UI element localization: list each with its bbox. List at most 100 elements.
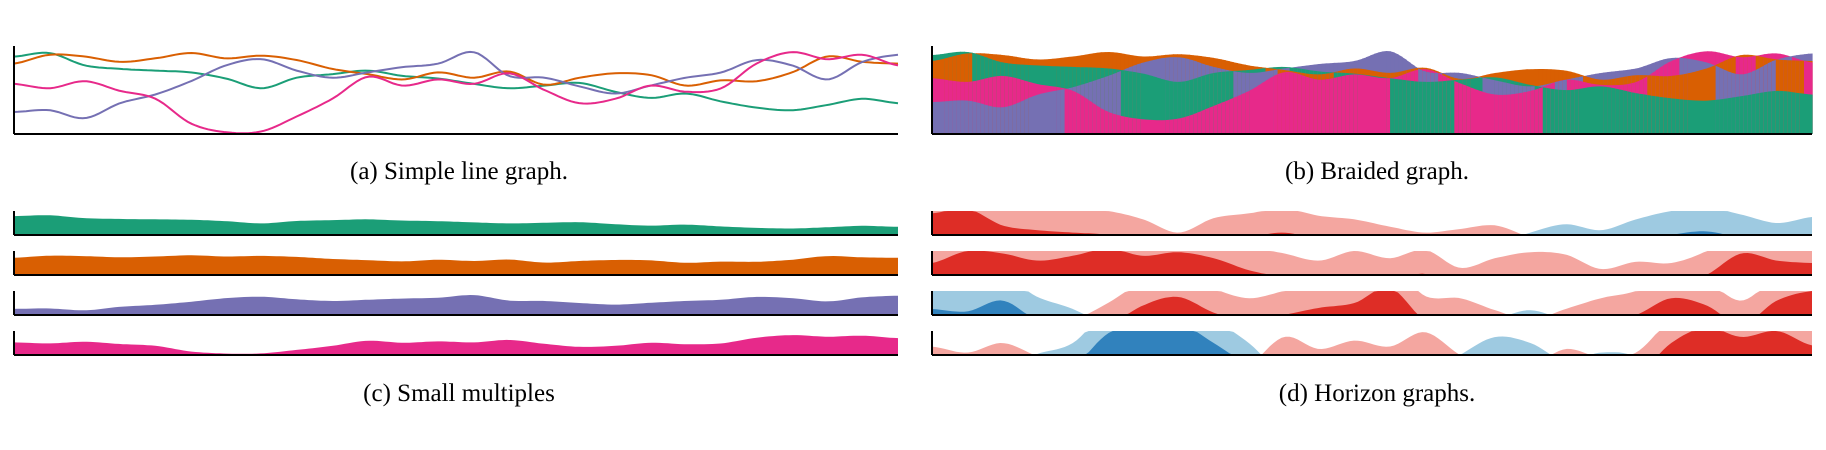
braid-segment-teal — [1647, 95, 1652, 134]
caption-b: (b) Braided graph. — [1285, 158, 1469, 185]
braid-segment-teal — [1763, 91, 1769, 134]
braid-segment-pink — [1209, 106, 1214, 134]
braid-segment-teal — [1771, 90, 1777, 134]
braid-segment-teal — [1583, 87, 1588, 134]
braid-segment-teal — [1554, 89, 1560, 134]
braid-segment-pink — [1474, 89, 1480, 134]
braid-segment-purple — [1024, 98, 1029, 134]
series-line-pink — [13, 51, 899, 135]
braid-segment-pink — [1217, 102, 1222, 134]
braid-segment-purple — [1016, 101, 1021, 134]
braid-segment-teal — [1795, 92, 1801, 134]
braid-segment-pink — [1233, 96, 1238, 134]
braid-segment-teal — [1779, 90, 1785, 134]
braid-segment-purple — [992, 106, 997, 134]
braid-segment-pink — [1522, 91, 1528, 134]
braid-segment-pink — [1382, 78, 1387, 134]
braid-segment-pink — [1229, 97, 1234, 134]
multiple-area-pink — [14, 335, 898, 355]
braid-segment-pink — [1165, 119, 1170, 134]
multiple-area-purple — [14, 295, 898, 315]
braid-segment-pink — [1478, 90, 1484, 134]
braid-segment-teal — [1157, 77, 1162, 134]
braid-segment-teal — [1546, 88, 1552, 134]
braid-segment-teal — [1635, 93, 1640, 134]
braid-segment-teal — [1783, 91, 1789, 134]
braid-segment-teal — [1679, 99, 1684, 134]
braid-segment-teal — [1619, 89, 1624, 134]
braid-segment-teal — [1542, 87, 1548, 134]
braid-segment-teal — [1591, 86, 1596, 134]
braid-segment-pink — [1458, 82, 1463, 134]
braid-segment-pink — [1486, 93, 1492, 134]
braid-segment-teal — [1643, 94, 1648, 134]
braid-segment-pink — [1357, 74, 1363, 134]
braid-segment-teal — [1422, 81, 1427, 134]
braid-segment-pink — [1273, 74, 1279, 134]
braid-segment-pink — [1321, 79, 1327, 134]
braid-segment-teal — [1153, 76, 1158, 134]
braid-segment-teal — [1562, 90, 1568, 134]
braid-segment-pink — [1386, 78, 1391, 134]
braid-segment-teal — [1743, 95, 1749, 134]
braid-segment-pink — [1245, 90, 1250, 134]
braid-segment-teal — [1402, 79, 1407, 134]
braid-segment-pink — [1462, 84, 1467, 134]
braid-segment-pink — [1120, 115, 1126, 134]
braid-segment-purple — [1012, 103, 1017, 134]
braid-segment-pink — [1337, 76, 1343, 134]
braid-segment-pink — [1132, 118, 1138, 134]
braid-segment-pink — [1169, 119, 1174, 134]
braid-segment-purple — [1020, 99, 1025, 134]
braid-segment-teal — [1707, 100, 1713, 134]
braid-segment-teal — [1566, 90, 1572, 134]
braid-segment-teal — [1558, 89, 1564, 134]
multiple-area-teal — [14, 215, 898, 235]
braid-segment-pink — [1293, 72, 1299, 134]
braid-segment-teal — [1140, 73, 1146, 134]
braid-segment-teal — [1719, 98, 1725, 134]
braid-segment-pink — [1173, 118, 1178, 134]
braid-segment-purple — [1040, 92, 1046, 134]
braid-segment-pink — [1502, 94, 1508, 134]
braid-segment-purple — [1028, 96, 1034, 134]
braid-segment-pink — [1080, 94, 1086, 134]
braid-segment-pink — [1341, 75, 1347, 134]
horizon-band-positive-1 — [932, 211, 1812, 235]
braid-segment-pink — [1370, 76, 1375, 134]
braid-segment-pink — [1136, 118, 1142, 134]
braid-segment-purple — [936, 101, 941, 134]
multiple-area-orange — [14, 255, 898, 275]
braid-segment-purple — [956, 100, 961, 134]
series-line-orange — [13, 51, 899, 87]
braid-segment-teal — [1446, 80, 1451, 134]
braid-segment-pink — [1177, 118, 1182, 134]
braid-segment-pink — [1068, 89, 1074, 134]
braid-segment-pink — [1221, 101, 1226, 134]
braid-segment-teal — [1406, 80, 1411, 134]
braid-segment-teal — [1687, 100, 1693, 134]
braid-segment-teal — [1603, 86, 1608, 134]
braid-segment-teal — [1136, 72, 1142, 134]
braid-segment-teal — [1631, 92, 1636, 134]
braid-segment-pink — [1140, 119, 1146, 134]
braid-segment-teal — [1755, 92, 1761, 134]
braid-segment-pink — [1249, 88, 1255, 134]
braid-segment-teal — [1739, 95, 1745, 134]
braid-segment-teal — [1659, 96, 1664, 134]
braid-segment-pink — [1108, 112, 1114, 134]
braid-segment-teal — [1808, 94, 1813, 134]
braid-segment-teal — [1145, 74, 1150, 134]
braid-segment-teal — [1651, 95, 1656, 134]
braid-segment-pink — [1297, 73, 1303, 134]
braid-segment-purple — [1048, 91, 1054, 134]
braid-segment-pink — [1181, 116, 1186, 134]
horizon-band-negative-1 — [932, 211, 1812, 235]
braid-segment-pink — [1530, 89, 1536, 134]
braid-segment-pink — [1498, 94, 1504, 134]
braid-segment-pink — [1285, 72, 1291, 134]
braid-segment-pink — [1494, 94, 1500, 134]
braid-segment-pink — [1096, 105, 1102, 134]
braid-segment-teal — [1587, 86, 1592, 134]
braid-segment-teal — [1418, 81, 1423, 134]
